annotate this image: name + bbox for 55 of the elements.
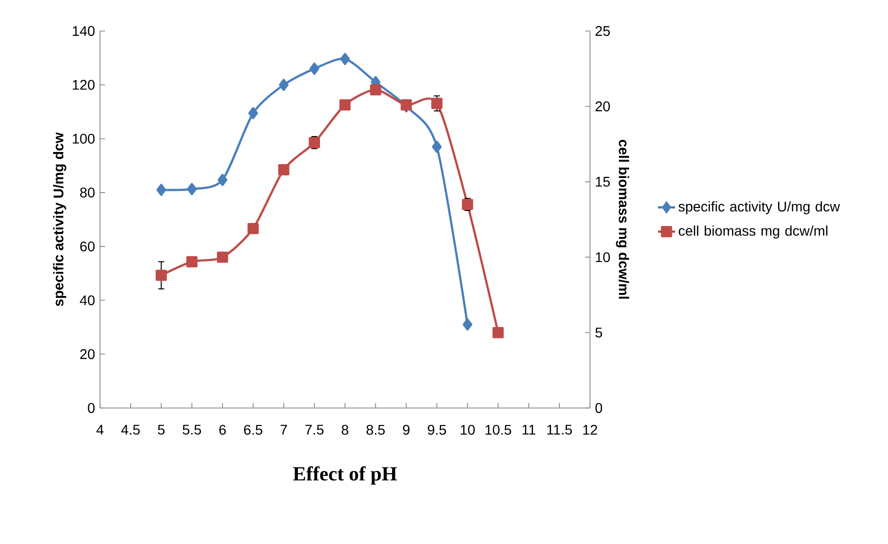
x-tick-label: 10.5: [486, 424, 512, 435]
y2-tick-label: 20: [596, 101, 610, 112]
y2-axis-title: cell biomass mg dcw/ml: [616, 140, 630, 299]
point: [187, 182, 197, 196]
point: [339, 99, 351, 110]
y-axis-title: specific activity U/mg dcw: [53, 132, 66, 306]
x-tick-label: 11: [522, 424, 536, 434]
point: [310, 62, 320, 75]
legend-label: specific activity U/mg dcw: [678, 201, 840, 214]
y-tick-label: 40: [80, 295, 95, 306]
y-tick-label: 0: [88, 403, 95, 413]
y-tick-label: 20: [80, 349, 95, 360]
x-tick-label: 10: [460, 424, 475, 435]
x-tick-label: 12: [583, 424, 598, 435]
x-tick-label: 4: [96, 424, 104, 434]
point: [216, 252, 228, 263]
y-tick-label: 120: [72, 80, 95, 90]
legend-label: cell biomass mg dcw/ml: [678, 225, 828, 239]
y-tick-label: 60: [80, 241, 95, 252]
x-tick-label: 6.5: [244, 424, 262, 435]
x-tick-label: 9: [403, 424, 410, 435]
x-tick-label: 5.5: [182, 424, 202, 435]
x-tick-label: 5: [158, 424, 165, 435]
x-tick-label: 7.5: [305, 424, 324, 435]
point: [492, 327, 504, 338]
y2-tick-label: 10: [596, 252, 610, 262]
point: [278, 78, 289, 91]
point: [248, 222, 259, 234]
x-tick-label: 4.5: [121, 424, 140, 435]
x-axis-title: Effect of pH: [293, 466, 397, 485]
point: [432, 140, 442, 153]
point: [340, 52, 350, 66]
y2-tick-label: 15: [596, 176, 610, 187]
point: [370, 84, 382, 96]
point: [218, 174, 228, 186]
y-tick-label: 140: [72, 26, 95, 36]
point: [156, 184, 166, 196]
point: [186, 256, 198, 268]
y-tick-label: 100: [72, 134, 95, 144]
x-tick-label: 8: [342, 424, 348, 435]
x-tick-label: 8.5: [366, 424, 385, 435]
y2-tick-label: 5: [595, 328, 602, 338]
point: [462, 198, 474, 210]
x-tick-label: 11.5: [547, 424, 572, 435]
y2-tick-label: 25: [596, 26, 610, 36]
y-tick-label: 80: [80, 188, 95, 198]
point: [156, 270, 167, 281]
point: [278, 164, 290, 176]
point: [431, 98, 442, 109]
x-tick-label: 6: [219, 424, 226, 435]
y2-tick-label: 0: [595, 403, 602, 413]
x-tick-label: 9.5: [428, 424, 446, 435]
x-tick-label: 7: [280, 424, 287, 434]
point: [462, 318, 472, 331]
point: [248, 107, 258, 120]
